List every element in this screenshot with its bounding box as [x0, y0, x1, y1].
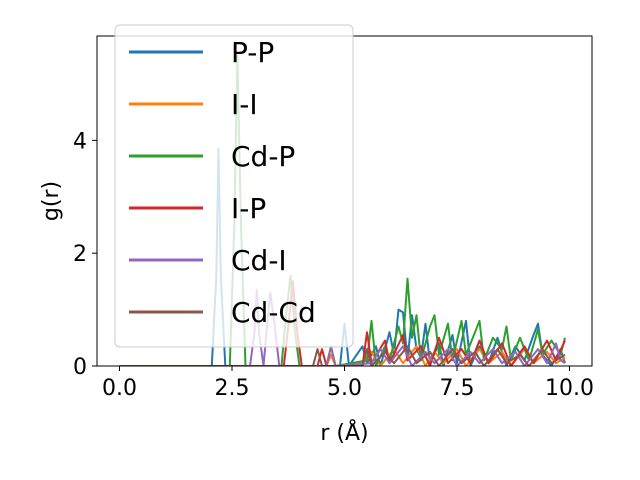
x-tick-label: 7.5: [440, 376, 475, 401]
axes: 0.0 2.5 5.0 7.5 10.0 0 2 4 r (Å) g(r): [39, 35, 594, 446]
y-axis-label: g(r): [39, 181, 64, 221]
y-tick-label: 2: [73, 242, 87, 267]
legend: P-P I-I Cd-P I-P Cd-I Cd-Cd: [114, 24, 354, 348]
x-tick-label: 5.0: [327, 376, 362, 401]
legend-entry-cd-p: Cd-P: [129, 140, 295, 173]
legend-label: I-P: [231, 192, 266, 225]
legend-label: P-P: [231, 36, 274, 69]
legend-entry-p-p: P-P: [129, 36, 274, 69]
x-tick-label: 10.0: [545, 376, 594, 401]
series-line-cd-cd: [119, 345, 566, 366]
legend-label: Cd-I: [231, 244, 287, 277]
legend-entry-cd-i: Cd-I: [129, 244, 287, 277]
series-line-i-p: [119, 280, 566, 366]
series-line-cd-i: [119, 288, 566, 366]
x-tick-label: 0.0: [102, 376, 137, 401]
legend-label: I-I: [231, 88, 258, 121]
legend-entry-cd-cd: Cd-Cd: [129, 296, 316, 329]
legend-label: Cd-P: [231, 140, 295, 173]
x-tick-label: 2.5: [215, 376, 250, 401]
legend-entry-i-p: I-P: [129, 192, 266, 225]
legend-entry-i-i: I-I: [129, 88, 258, 121]
legend-label: Cd-Cd: [231, 296, 316, 329]
x-axis-label: r (Å): [320, 419, 368, 446]
y-tick-label: 4: [73, 129, 87, 154]
y-tick-label: 0: [73, 355, 87, 380]
